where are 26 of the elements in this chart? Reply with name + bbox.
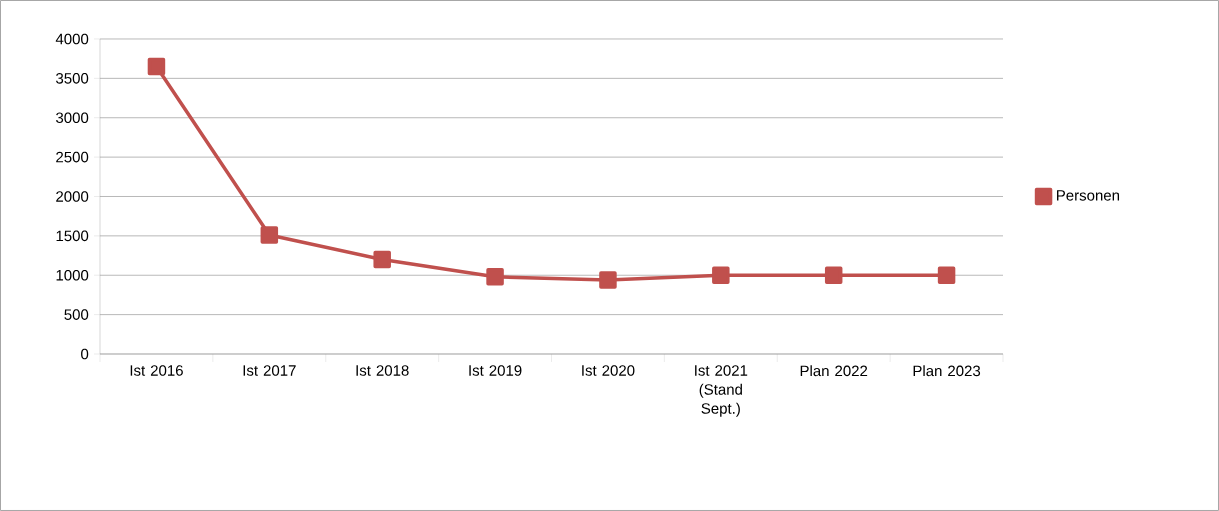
point [147,57,166,76]
point [486,268,504,286]
y-tick-label: 1500 [56,230,89,242]
x-tick-label: Plan 2022 [800,365,868,377]
point [937,266,956,284]
point [373,250,391,269]
x-tick-label: Ist 2021 (Stand Sept.) [695,365,748,417]
y-tick-label: 3500 [56,73,89,84]
y-tick-label: 2000 [56,191,89,202]
legend-label: Personen [1057,190,1120,201]
x-tick-label: Ist 2020 [582,365,635,376]
y-tick-label: 1000 [56,269,89,281]
x-tick-label: Ist 2017 [243,365,296,376]
point [824,266,843,284]
point [599,271,617,289]
point [260,226,279,244]
y-tick-label: 2500 [56,151,89,163]
y-tick-label: 4000 [55,33,89,45]
point [712,266,730,284]
x-tick-label: Ist 2019 [469,365,522,376]
x-tick-label: Ist 2018 [356,365,409,376]
y-tick-label: 0 [81,348,89,360]
y-tick-label: 3000 [56,112,89,124]
x-tick-label: Plan 2023 [913,365,981,377]
x-tick-label: Ist 2016 [130,365,183,376]
y-tick-label: 500 [64,309,89,320]
